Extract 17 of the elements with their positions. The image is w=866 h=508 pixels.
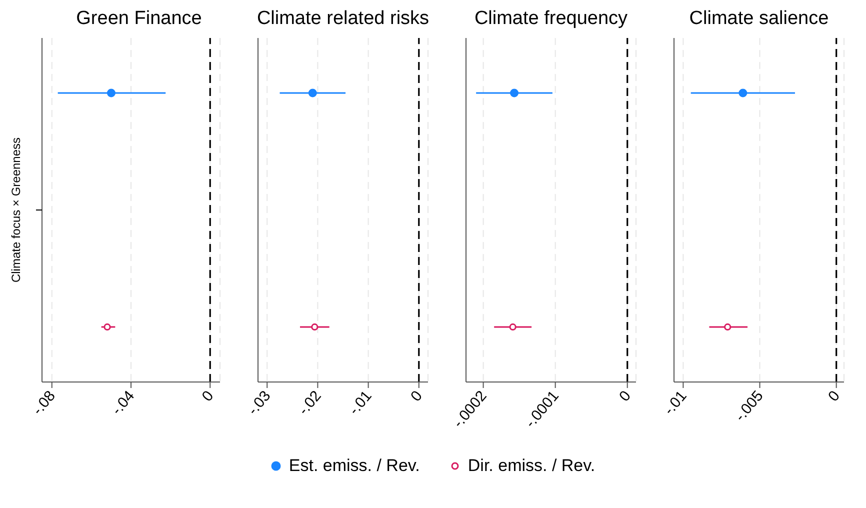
- x-tick-label: -.08: [29, 388, 59, 418]
- chart-title: Climate salience: [688, 8, 830, 30]
- chart-title: Climate related risks: [256, 8, 430, 30]
- x-tick-label: -.04: [108, 388, 138, 418]
- x-tick-label: -.03: [244, 388, 274, 418]
- x-tick-label: -.02: [295, 388, 325, 418]
- chart-title: Climate frequency: [473, 8, 629, 30]
- x-tick-label: -.01: [660, 388, 690, 418]
- chart-title: Green Finance: [75, 8, 203, 30]
- x-tick-label: -.01: [346, 388, 376, 418]
- x-tick-label: 0: [616, 388, 634, 405]
- y-tick-label: Climate focus × Greenness: [9, 137, 23, 283]
- x-tick-label: 0: [408, 388, 426, 405]
- legend-label: Dir. emiss. / Rev.: [468, 456, 596, 476]
- legend-label: Est. emiss. / Rev.: [288, 456, 420, 476]
- x-tick-label: 0: [825, 388, 844, 405]
- x-tick-label: 0: [198, 388, 218, 405]
